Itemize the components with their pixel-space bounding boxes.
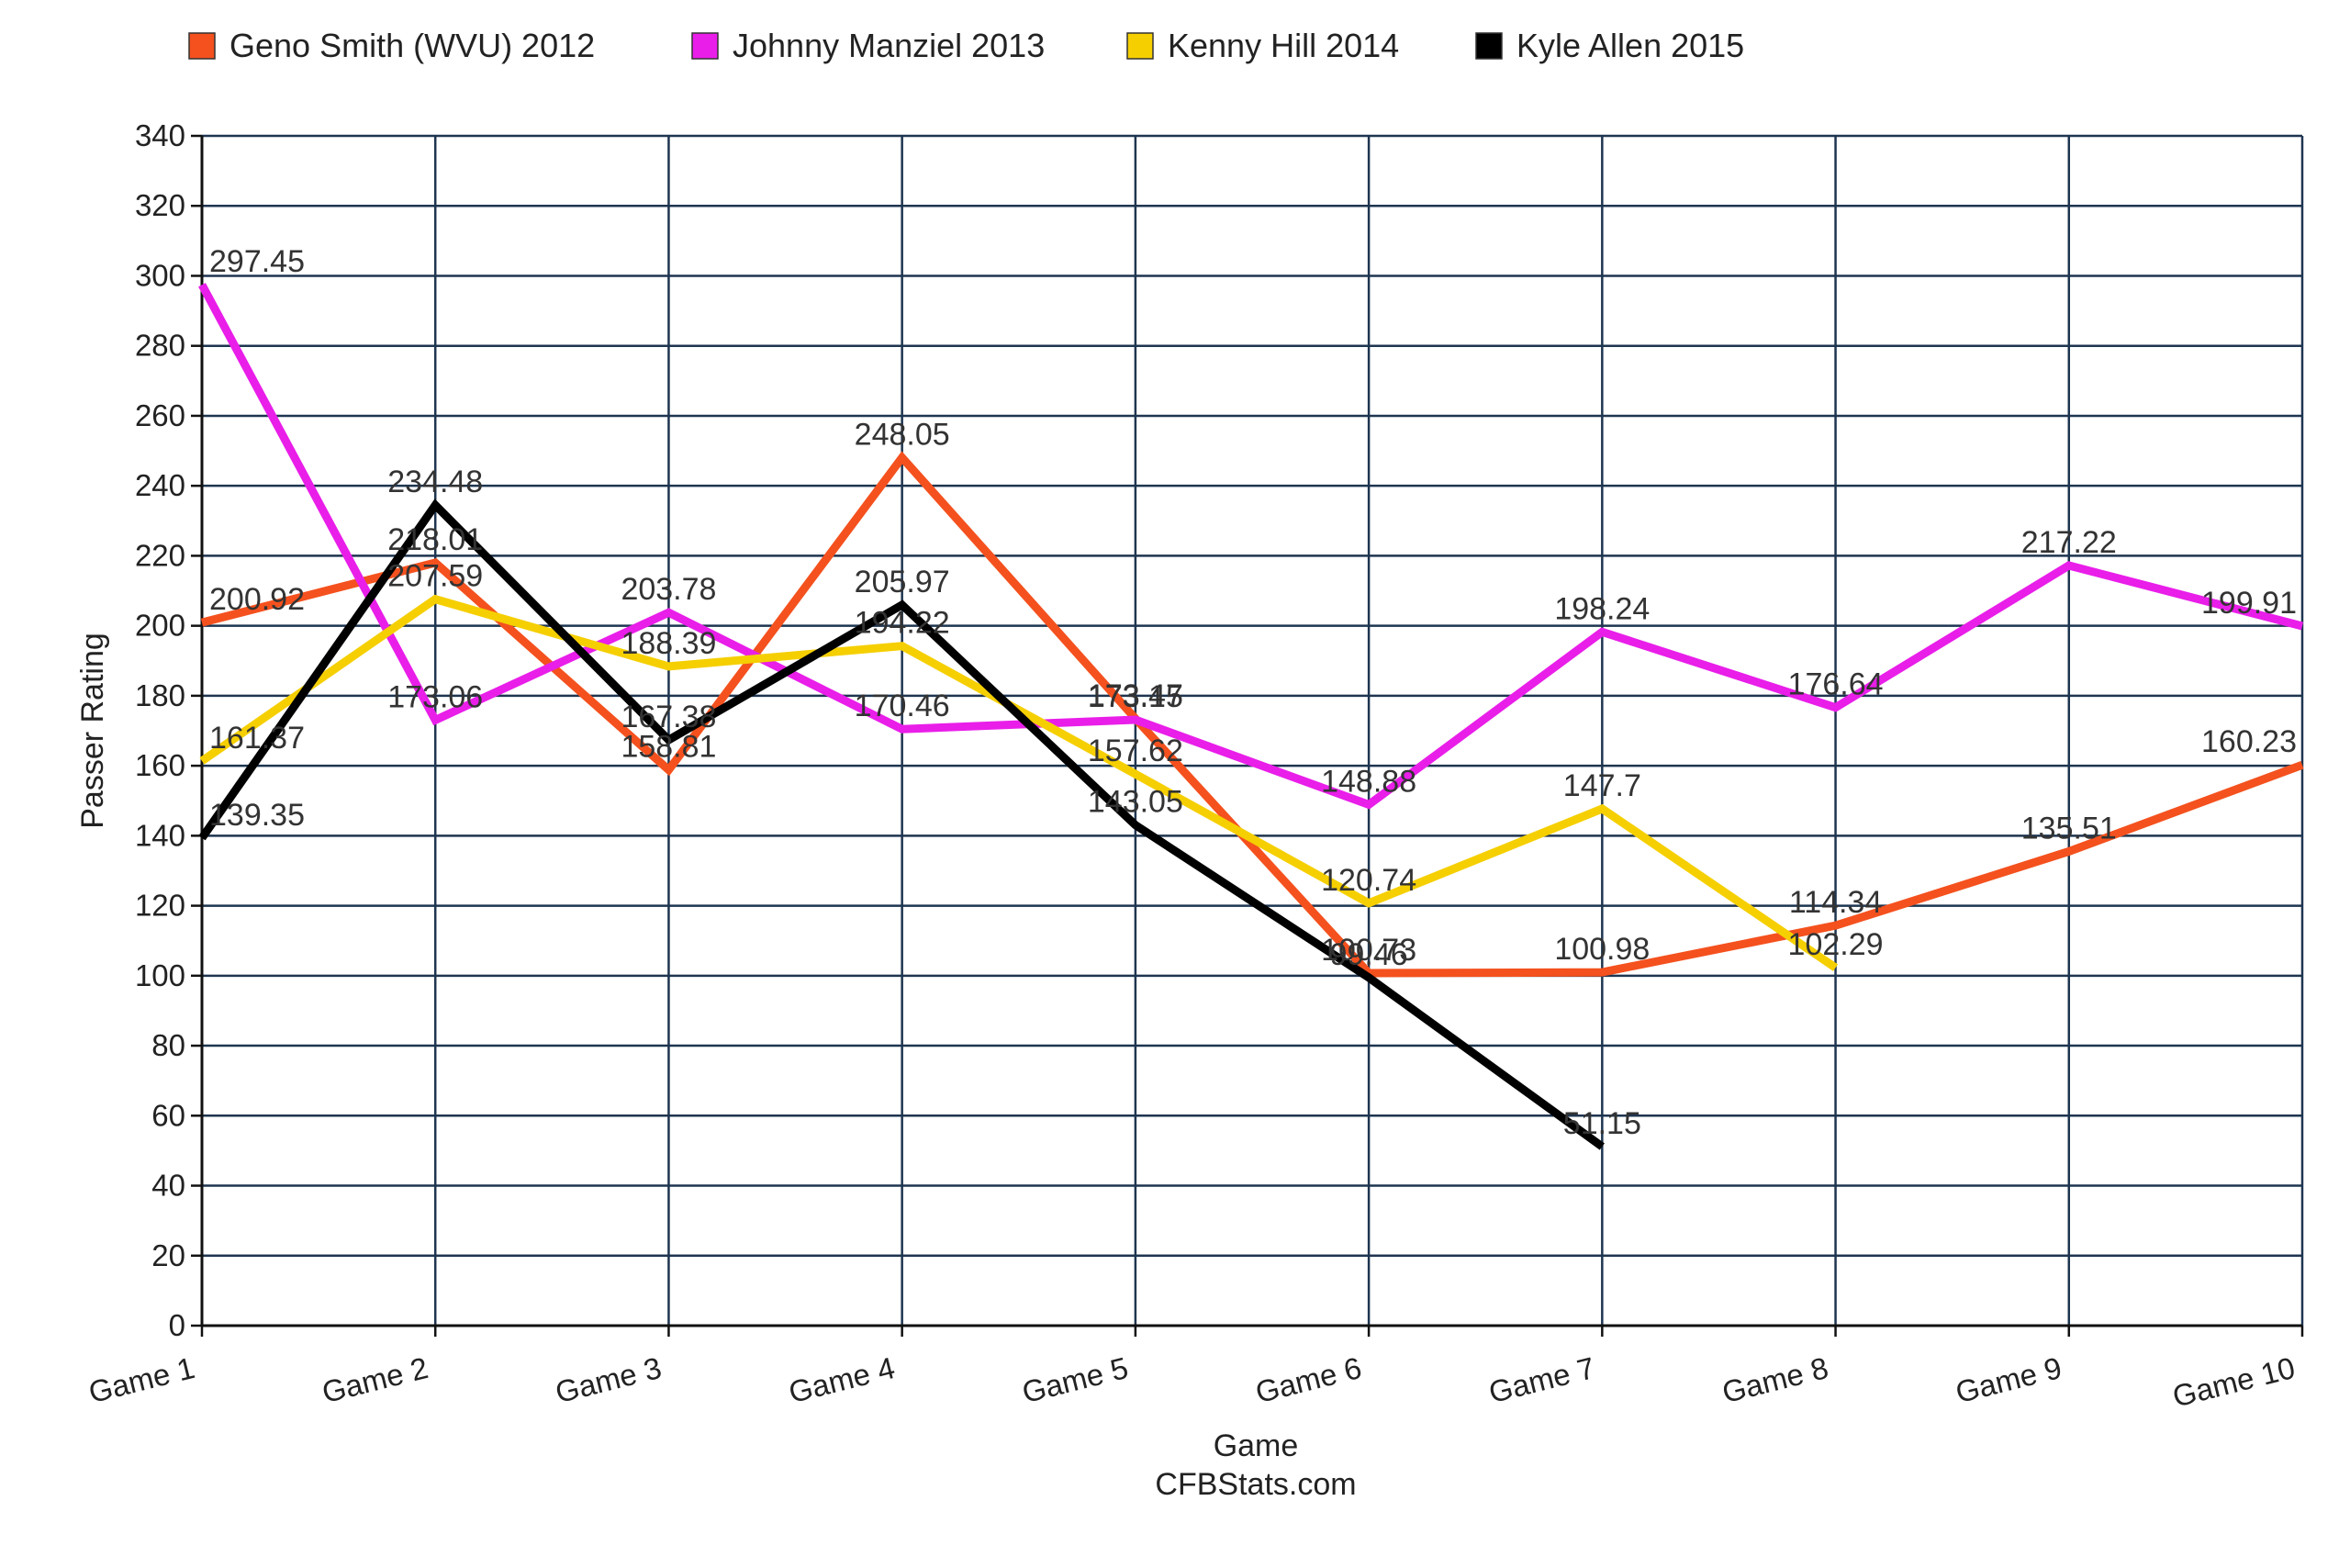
x-axis-ticks: Game 1 Game 2 Game 3 Game 4 Game 5 Game 6 Game…: [85, 1326, 2304, 1414]
y-tick-label-80: 80: [151, 1028, 185, 1062]
data-label-s2-g5: 173.15: [1088, 679, 1183, 714]
data-label-s1-g8: 114.34: [1789, 885, 1882, 920]
data-label-s1-g2: 218.01: [387, 522, 483, 557]
y-tick-label-200: 200: [135, 609, 185, 643]
data-label-s2-g9: 217.22: [2021, 525, 2117, 560]
data-label-s3-g8: 102.29: [1788, 927, 1884, 962]
data-label-s1-g7: 100.98: [1554, 932, 1650, 967]
data-label-s3-g4: 194.22: [855, 606, 950, 641]
data-label-s4-g1: 139.35: [209, 798, 305, 833]
y-tick-label-40: 40: [151, 1169, 185, 1203]
y-tick-label-340: 340: [135, 118, 185, 152]
data-label-s1-g1: 200.92: [209, 582, 305, 617]
data-label-s2-g6: 148.88: [1321, 765, 1416, 800]
data-label-s2-g7: 198.24: [1554, 591, 1650, 626]
chart-grid: [200, 134, 2304, 1327]
data-label-s1-g10: 160.23: [2201, 724, 2297, 759]
x-tick-label-5: Game 5: [1019, 1350, 1132, 1409]
legend-swatch-4: [1475, 32, 1503, 60]
legend-label-2: Johnny Manziel 2013: [733, 27, 1045, 64]
x-tick-label-1: Game 1: [85, 1350, 198, 1409]
data-label-s3-g7: 147.7: [1563, 768, 1641, 803]
data-label-s4-g3: 167.38: [621, 700, 716, 734]
data-label-s4-g2: 234.48: [387, 465, 483, 499]
data-label-s1-g9: 135.51: [2021, 811, 2117, 846]
y-tick-label-60: 60: [151, 1098, 185, 1132]
data-labels: 200.92 218.01 158.81 248.05 173.47 100.73 100.…: [209, 244, 2297, 1141]
data-label-s2-g3: 203.78: [621, 572, 716, 607]
x-tick-label-3: Game 3: [552, 1350, 665, 1409]
x-axis-title: Game: [1214, 1428, 1299, 1463]
x-tick-label-8: Game 8: [1718, 1350, 1831, 1409]
x-tick-label-10: Game 10: [2169, 1350, 2299, 1414]
chart-legend: Geno Smith (WVU) 2012 Johnny Manziel 2013…: [188, 27, 1744, 64]
y-tick-label-260: 260: [135, 398, 185, 432]
legend-swatch-1: [188, 32, 216, 60]
y-tick-label-240: 240: [135, 468, 185, 502]
data-label-s3-g6: 120.74: [1321, 863, 1416, 898]
y-tick-label-20: 20: [151, 1238, 185, 1272]
y-tick-label-120: 120: [135, 889, 185, 923]
data-label-s1-g4: 248.05: [855, 417, 950, 452]
x-tick-label-2: Game 2: [319, 1350, 431, 1409]
y-tick-label-0: 0: [169, 1308, 185, 1342]
data-label-s2-g2: 173.06: [387, 679, 483, 714]
legend-label-3: Kenny Hill 2014: [1168, 27, 1399, 64]
y-tick-label-140: 140: [135, 818, 185, 852]
data-label-s3-g5: 157.62: [1088, 734, 1183, 768]
series-line-1: [200, 451, 2304, 978]
y-axis-ticks: 0 20 40 60 80 100 120 140 160 180 200 220 240 260 280 3…: [135, 118, 202, 1342]
data-label-s3-g3: 188.39: [621, 626, 716, 661]
data-label-s1-g5: 173.47: [1088, 678, 1183, 713]
data-label-s4-g4: 205.97: [855, 565, 950, 599]
y-axis-title: Passer Rating: [75, 633, 110, 829]
data-label-s4-g5: 143.05: [1088, 785, 1183, 820]
y-tick-label-220: 220: [135, 538, 185, 572]
x-tick-label-9: Game 9: [1953, 1350, 2065, 1409]
data-label-s4-g6: 99.46: [1330, 937, 1408, 972]
x-tick-label-7: Game 7: [1485, 1350, 1598, 1409]
data-label-s2-g1: 297.45: [209, 244, 305, 279]
y-tick-label-300: 300: [135, 258, 185, 292]
legend-swatch-3: [1126, 32, 1154, 60]
legend-label-4: Kyle Allen 2015: [1516, 27, 1744, 64]
series-line-2: [198, 283, 2304, 810]
data-label-s3-g1: 161.37: [209, 721, 305, 756]
data-label-s2-g8: 176.64: [1788, 667, 1884, 702]
y-tick-label-160: 160: [135, 748, 185, 782]
data-label-s3-g2: 207.59: [387, 559, 483, 594]
series-lines: [198, 283, 2304, 1150]
data-label-s4-g7: 51.15: [1563, 1106, 1641, 1141]
y-tick-label-320: 320: [135, 188, 185, 222]
source-credit: CFBStats.com: [1155, 1467, 1356, 1502]
data-label-s2-g10: 199.91: [2201, 586, 2297, 621]
legend-swatch-2: [691, 32, 719, 60]
y-tick-label-280: 280: [135, 329, 185, 363]
y-tick-label-180: 180: [135, 678, 185, 712]
data-label-s1-g6: 100.73: [1321, 933, 1416, 968]
data-label-s2-g4: 170.46: [855, 689, 950, 723]
x-tick-label-4: Game 4: [786, 1350, 899, 1409]
x-tick-label-6: Game 6: [1252, 1350, 1365, 1409]
series-line-4: [198, 498, 1605, 1150]
legend-label-1: Geno Smith (WVU) 2012: [229, 27, 595, 64]
y-tick-label-100: 100: [135, 958, 185, 992]
data-label-s1-g3: 158.81: [621, 730, 716, 765]
